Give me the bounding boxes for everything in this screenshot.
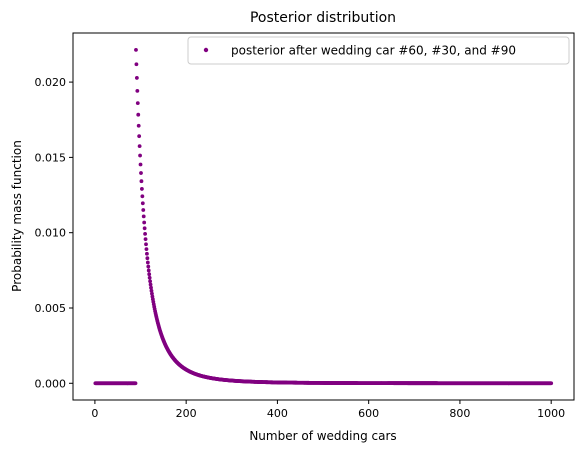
data-points [93, 47, 554, 386]
data-point [134, 47, 138, 52]
data-point [148, 282, 153, 287]
y-axis-ticks: 0.000 0.005 0.010 0.015 0.020 [35, 76, 73, 390]
data-point [140, 201, 145, 206]
data-point [137, 144, 142, 149]
data-point [145, 260, 150, 265]
data-point [133, 381, 138, 386]
y-tick-label: 0.005 [35, 302, 67, 315]
x-tick-label: 0 [91, 407, 98, 420]
chart-title: Posterior distribution [250, 10, 396, 26]
data-point [137, 134, 142, 139]
x-axis-label: Number of wedding cars [249, 429, 396, 443]
data-point [146, 264, 151, 269]
data-point [139, 179, 144, 184]
data-point [145, 256, 150, 261]
data-point [147, 275, 152, 280]
data-point [150, 291, 154, 296]
data-point [136, 123, 141, 128]
y-tick-label: 0.010 [35, 227, 67, 240]
legend-frame [187, 36, 570, 65]
data-point [149, 288, 154, 293]
data-point [138, 153, 142, 158]
data-point [139, 171, 143, 175]
x-axis-ticks: 0 200 400 600 800 1000 [91, 400, 565, 420]
x-tick-label: 200 [176, 407, 197, 420]
data-point [134, 76, 139, 80]
data-point [136, 112, 141, 117]
legend: posterior after wedding car #60, #30, an… [187, 36, 570, 65]
data-point [142, 226, 147, 231]
plot-frame [72, 32, 575, 401]
data-point [145, 251, 149, 256]
data-point [141, 208, 146, 212]
x-tick-label: 400 [267, 407, 288, 420]
data-point [148, 279, 153, 284]
plot-area [73, 33, 574, 400]
y-tick-label: 0.000 [35, 377, 67, 390]
data-point [134, 62, 139, 67]
data-point [146, 268, 151, 273]
x-tick-label: 600 [358, 407, 379, 420]
data-point [138, 162, 143, 167]
y-tick-label: 0.020 [35, 76, 67, 89]
data-point [140, 194, 145, 199]
data-point [143, 237, 148, 242]
legend-label: posterior after wedding car #60, #30, an… [231, 44, 516, 58]
data-point [549, 381, 554, 386]
data-point [140, 187, 144, 191]
data-point [141, 214, 146, 219]
data-point [143, 231, 147, 236]
y-tick-label: 0.015 [35, 151, 67, 164]
data-point [144, 247, 149, 252]
data-point [142, 220, 147, 225]
data-point [144, 242, 148, 247]
data-point [149, 285, 153, 290]
data-point [135, 88, 140, 93]
x-tick-label: 800 [449, 407, 470, 420]
x-tick-label: 1000 [537, 407, 565, 420]
data-point [135, 101, 140, 105]
y-axis-label: Probability mass function [10, 140, 24, 292]
legend-marker [203, 47, 209, 53]
data-point [147, 272, 152, 277]
